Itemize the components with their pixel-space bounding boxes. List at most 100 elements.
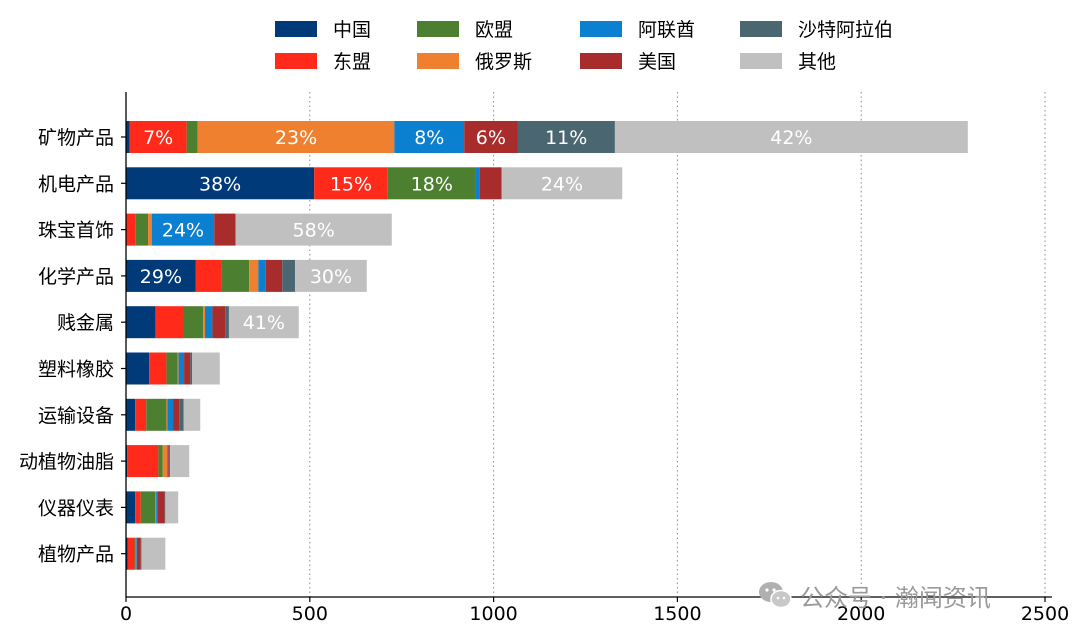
bar-segment (155, 306, 183, 339)
data-label: 24% (162, 220, 204, 242)
legend-label: 东盟 (333, 51, 371, 73)
axes: 0 500 1000 1500 2000 2500 矿物产品机电产品珠宝首饰化学产品贱金属塑… (19, 92, 1069, 625)
legend-label: 美国 (638, 51, 676, 73)
y-tick-label: 化学产品 (38, 266, 114, 288)
bar-segment (126, 213, 136, 246)
legend-label: 欧盟 (475, 19, 513, 41)
legend-swatch (417, 53, 459, 69)
bar-segment (126, 259, 196, 292)
bar-segment (517, 121, 615, 153)
bar-segment (164, 491, 166, 524)
bar-segment (126, 491, 136, 524)
y-tick-label: 塑料橡胶 (38, 359, 114, 381)
y-tick-label: 运输设备 (38, 405, 114, 427)
bar-segment (126, 537, 128, 570)
legend-swatch (275, 21, 317, 37)
bar-segment (258, 259, 266, 292)
x-tick-label: 0 (120, 603, 132, 625)
bar-segment (136, 537, 138, 570)
bar-segment (167, 398, 174, 431)
bar-segment (155, 491, 157, 524)
bar-segment (214, 213, 236, 246)
bar-segment (158, 445, 163, 478)
bar-segment (134, 537, 136, 570)
bar-segment (265, 259, 283, 292)
x-tick-label: 500 (292, 603, 328, 625)
bar-segment (137, 537, 141, 570)
y-tick-label: 动植物油脂 (19, 451, 114, 473)
bar-segment (126, 398, 136, 431)
data-label: 30% (310, 266, 352, 288)
data-label: 38% (199, 173, 241, 195)
bar-segment (157, 491, 165, 524)
bar-segment (135, 398, 147, 431)
y-tick-label: 珠宝首饰 (38, 220, 114, 242)
bar-segment (149, 352, 167, 385)
y-tick-label: 机电产品 (38, 173, 114, 195)
bar-segment (282, 259, 296, 292)
data-label: 29% (140, 266, 182, 288)
bar-segment (151, 213, 215, 246)
bars (126, 121, 968, 570)
data-label: 15% (330, 173, 372, 195)
x-tick-label: 2000 (837, 603, 885, 625)
bar-segment (140, 491, 156, 524)
legend-label: 阿联酋 (638, 19, 695, 41)
bar-segment (184, 352, 191, 385)
bar-segment (249, 259, 259, 292)
bar-segment (148, 213, 152, 246)
bar-segment (183, 398, 201, 431)
bar-segment (387, 167, 476, 200)
bar-segment (228, 306, 299, 339)
bar-segment (192, 352, 220, 385)
bar-segment (135, 491, 141, 524)
y-tick-label: 仪器仪表 (38, 497, 114, 519)
bar-segment (141, 537, 166, 570)
bar-segment (464, 121, 518, 153)
bar-segment (168, 445, 170, 478)
bar-segment (212, 306, 226, 339)
bar-segment (126, 306, 156, 339)
bar-segment (295, 259, 367, 292)
bar-segment (179, 398, 184, 431)
bar-segment (203, 306, 206, 339)
bar-segment (221, 259, 250, 292)
bar-segment (170, 445, 190, 478)
bar-segment (126, 352, 150, 385)
bar-segment (135, 537, 137, 570)
bar-segment (127, 445, 159, 478)
y-tick-label: 矿物产品 (38, 127, 114, 149)
y-tick-label: 贱金属 (57, 312, 114, 334)
bar-segment (614, 121, 968, 153)
watermark-text: 公众号 · 瀚闻资讯 (800, 583, 991, 612)
data-label: 23% (275, 127, 317, 149)
legend-label: 中国 (333, 19, 371, 41)
y-tick-label: 植物产品 (38, 544, 114, 566)
data-label: 18% (411, 173, 453, 195)
legend-label: 沙特阿拉伯 (798, 19, 893, 41)
bar-segment (135, 213, 149, 246)
bar-segment (126, 167, 315, 200)
bar-segment (197, 121, 395, 153)
bar-segment (146, 398, 167, 431)
bar-segment (235, 213, 392, 246)
grid-lines (309, 92, 1046, 597)
legend-swatch (580, 53, 622, 69)
watermark: 公众号 · 瀚闻资讯 (758, 578, 991, 612)
bar-segment (394, 121, 465, 153)
bar-segment (205, 306, 213, 339)
data-label: 11% (545, 127, 587, 149)
x-tick-label: 1500 (653, 603, 701, 625)
bar-segment (156, 491, 158, 524)
bar-segment (177, 352, 179, 385)
x-tick-label: 2500 (1021, 603, 1069, 625)
wechat-icon (759, 582, 792, 609)
legend-swatch (275, 53, 317, 69)
bar-segment (182, 306, 204, 339)
bar-segment (166, 398, 168, 431)
legend-label: 其他 (798, 51, 836, 73)
bar-segment (225, 306, 229, 339)
data-label: 24% (541, 173, 583, 195)
